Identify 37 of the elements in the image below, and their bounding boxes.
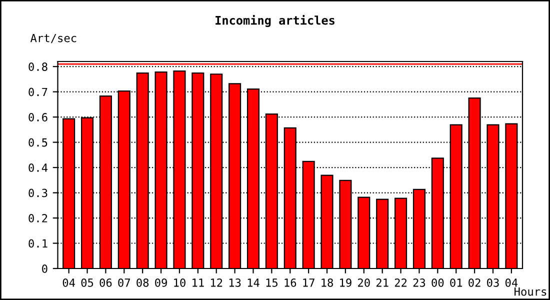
- x-tick-label: 19: [340, 278, 352, 287]
- chart-title: Incoming articles: [216, 14, 334, 28]
- x-tick-label: 17: [303, 278, 314, 287]
- x-tick-label: 08: [136, 278, 149, 287]
- x-tick-label: 12: [211, 278, 222, 287]
- x-tick-label: 23: [413, 278, 426, 287]
- x-tick-label: 04: [62, 278, 75, 287]
- y-tick-label: 0.4: [28, 164, 48, 172]
- x-tick-label: 22: [394, 278, 407, 287]
- x-tick-label: 04: [505, 278, 518, 287]
- y-axis-title: Art/sec: [30, 34, 76, 44]
- y-tick-label: 0.6: [28, 113, 48, 122]
- x-tick-label: 15: [266, 278, 278, 287]
- x-tick-label: 07: [118, 278, 130, 287]
- x-tick-label: 13: [229, 278, 241, 287]
- x-tick-label: 11: [192, 278, 204, 287]
- x-tick-label: 06: [100, 278, 112, 287]
- x-tick-label: 05: [81, 278, 94, 287]
- y-tick-label: 0.3: [28, 188, 48, 198]
- x-tick-label: 09: [155, 278, 167, 287]
- x-tick-label: 20: [358, 278, 370, 287]
- x-tick-label: 18: [322, 278, 333, 287]
- x-tick-label: 10: [174, 278, 186, 287]
- x-tick-label: 03: [487, 278, 499, 287]
- x-tick-label: 21: [376, 278, 388, 287]
- y-tick-label: 0.8: [28, 62, 48, 71]
- x-tick-label: 00: [432, 278, 444, 287]
- x-axis-title: Hours: [514, 287, 546, 296]
- x-tick-label: 02: [468, 278, 480, 287]
- x-tick-label: 16: [284, 278, 296, 287]
- y-tick-label: 0.1: [28, 239, 48, 248]
- y-tick-label: 0.7: [28, 88, 48, 96]
- x-tick-label: 01: [450, 278, 462, 287]
- x-tick-label: 14: [248, 278, 260, 287]
- y-tick-label: 0: [42, 264, 48, 273]
- y-tick-label: 0.2: [28, 214, 48, 222]
- y-tick-label: 0.5: [28, 138, 48, 147]
